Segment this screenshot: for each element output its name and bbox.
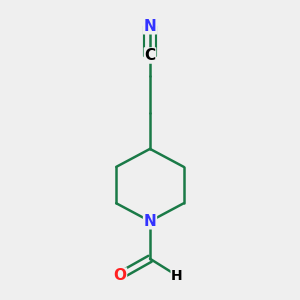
Text: N: N: [144, 19, 156, 34]
Text: C: C: [144, 48, 156, 63]
Text: N: N: [144, 214, 156, 229]
Text: O: O: [113, 268, 127, 283]
Text: H: H: [171, 268, 183, 283]
